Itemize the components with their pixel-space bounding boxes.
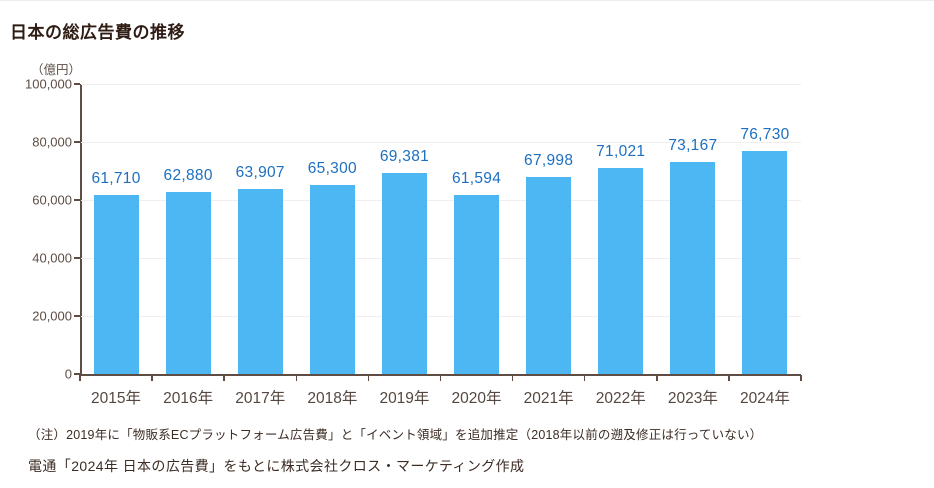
x-axis-line [80,374,801,376]
x-axis-label: 2024年 [739,390,790,407]
bar-value-label: 69,381 [379,147,430,165]
x-axis-label: 2017年 [235,390,286,407]
y-axis-tick [74,373,80,375]
x-axis-label: 2023年 [667,390,718,407]
bar-2020年 [454,195,500,374]
x-axis-tick [151,375,153,381]
bar-2015年 [93,195,139,374]
x-axis-label: 2015年 [91,390,142,407]
y-axis-label: 80,000 [32,134,72,150]
x-axis-tick [728,375,730,381]
x-axis-tick [439,375,442,381]
gridline [81,257,801,259]
y-axis-label: 0 [64,366,72,382]
x-axis-tick [295,375,298,381]
bar-value-label: 61,594 [451,170,502,188]
plot-area: 0 20,000 40,000 60,000 80,000 100,000 61,710 20… [0,1,934,421]
x-axis-tick [223,375,225,381]
y-axis-tick [74,83,80,85]
y-axis-tick [74,315,80,317]
x-axis-tick [656,375,658,381]
y-axis-tick [74,141,80,143]
bar-2024年 [742,151,788,374]
bar-2022年 [598,168,644,374]
bar-2017年 [237,188,283,374]
chart-title: 日本の総広告費の推移 [10,23,185,42]
x-axis-tick [800,375,802,381]
bar-value-label: 62,880 [163,166,213,184]
bar-value-label: 61,710 [91,170,141,188]
source-credit: 電通「2024年 日本の広告費」をもとに株式会社クロス・マーケティング作成 [28,458,525,474]
y-axis-label: 20,000 [32,308,72,324]
x-axis-label: 2019年 [379,390,430,407]
y-axis-tick [74,257,80,259]
bar-value-label: 71,021 [596,143,646,161]
bar-value-label: 65,300 [307,159,357,177]
gridline [81,199,801,201]
bar-value-label: 76,730 [740,126,790,144]
bar-value-label: 63,907 [235,163,285,181]
x-axis-label: 2022年 [595,390,646,407]
bar-2021年 [526,176,572,374]
x-axis-label: 2021年 [523,390,574,407]
y-axis-tick [74,199,80,201]
y-axis-unit-label: （億円） [31,63,82,77]
bar-value-label: 73,167 [668,136,718,154]
x-axis-tick [511,375,514,381]
x-axis-tick [583,375,586,381]
bar-2016年 [165,191,211,374]
bar-2019年 [381,172,427,374]
x-axis-tick [79,375,81,381]
y-axis-line [80,84,82,375]
x-axis-label: 2016年 [163,390,214,407]
gridline [81,141,801,143]
y-axis-label: 100,000 [25,76,72,92]
bar-value-label: 67,998 [524,151,574,169]
x-axis-label: 2020年 [451,390,502,407]
gridline [81,83,801,85]
gridline [81,315,801,317]
bar-2023年 [670,161,716,374]
x-axis-label: 2018年 [307,390,358,407]
y-axis-label: 60,000 [32,192,72,208]
y-axis-label: 40,000 [32,250,72,266]
bar-2018年 [309,184,355,374]
x-axis-tick [367,375,370,381]
footnote: （注）2019年に「物販系ECプラットフォーム広告費」と「イベント領域」を追加推… [28,428,763,442]
